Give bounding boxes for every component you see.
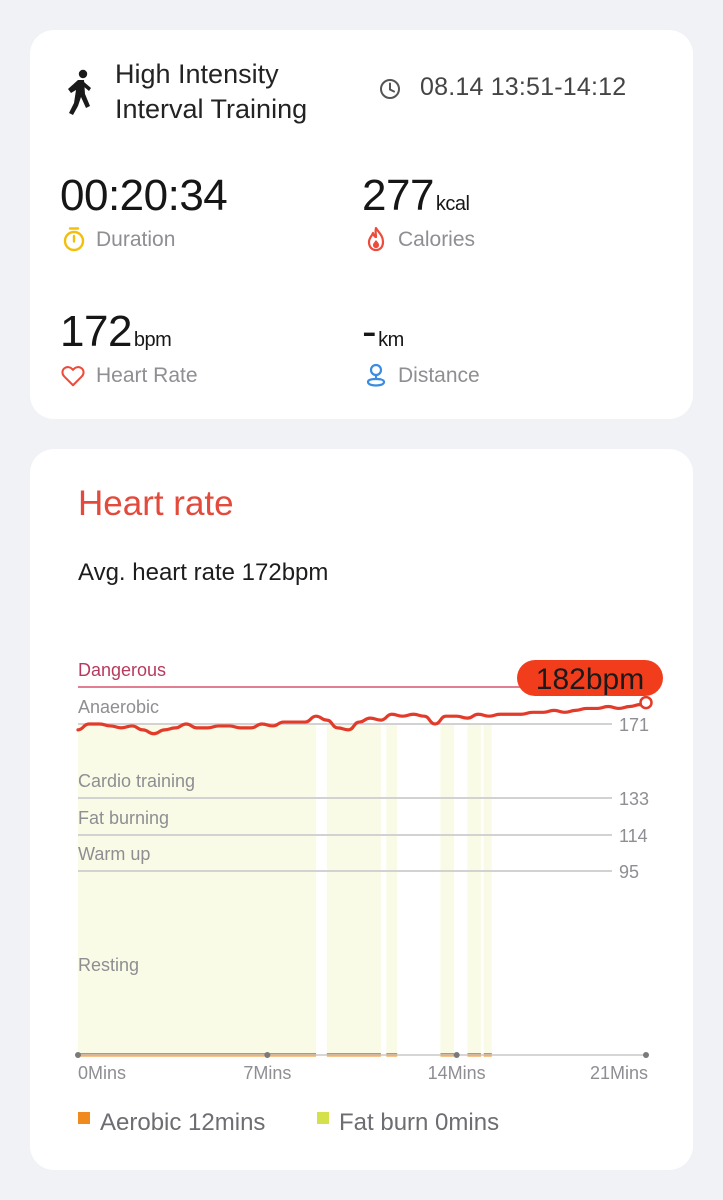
heart-icon (61, 366, 85, 387)
distance-value: - km (362, 308, 404, 364)
running-person-icon (68, 69, 91, 115)
y-tick-label: 171 (619, 715, 649, 735)
max-heart-rate-badge-label: 182bpm (536, 663, 644, 696)
zone-label-cardio-training: Cardio training (78, 771, 195, 791)
aerobic-period-band (467, 724, 482, 1055)
stopwatch-icon (63, 227, 85, 252)
calories-number: 277 (362, 171, 434, 220)
aerobic-legend-label: Aerobic 12mins (100, 1109, 266, 1136)
zone-label-dangerous: Dangerous (78, 660, 166, 680)
x-tick-label: 21Mins (590, 1063, 648, 1083)
zone-label-resting: Resting (78, 955, 139, 975)
duration-value: 00:20:34 (60, 171, 228, 220)
y-tick-label: 95 (619, 862, 639, 882)
max-heart-rate-badge (517, 660, 663, 696)
heart-rate-title: Heart rate (78, 484, 234, 523)
x-tick-dot (75, 1052, 81, 1058)
fat-burn-legend-label: Fat burn 0mins (339, 1109, 500, 1136)
workout-title-line2: Interval Training (115, 94, 308, 124)
y-tick-label: 133 (619, 789, 649, 809)
heart-rate-label: Heart Rate (96, 364, 198, 387)
clock-icon (380, 79, 400, 99)
duration-label: Duration (96, 228, 176, 251)
workout-title-line1: High Intensity (115, 59, 279, 89)
aerobic-period-band (386, 724, 398, 1055)
heart-rate-unit: bpm (133, 329, 172, 351)
zone-label-anaerobic: Anaerobic (78, 697, 159, 717)
x-tick-label: 7Mins (243, 1063, 291, 1083)
x-tick-label: 14Mins (428, 1063, 486, 1083)
x-tick-label: 0Mins (78, 1063, 126, 1083)
aerobic-period-band (78, 724, 317, 1055)
flame-icon (367, 226, 385, 252)
max-heart-rate-point (639, 695, 653, 710)
workout-summary-card: High Intensity Interval Training 08.14 1… (30, 30, 693, 419)
calories-unit: kcal (435, 193, 470, 215)
x-tick-dot (264, 1052, 271, 1058)
heart-rate-card: Heart rate Avg. heart rate 172bpm Danger… (30, 449, 693, 1170)
aerobic-period-band (440, 724, 454, 1055)
y-tick-label: 114 (619, 826, 648, 846)
workout-title: High Intensity Interval Training (115, 57, 355, 127)
distance-unit: km (378, 329, 404, 351)
x-tick-dot (453, 1052, 460, 1058)
calories-value: 277 kcal (362, 172, 470, 228)
zone-label-fat-burning: Fat burning (78, 808, 169, 828)
duration-number: 00:20:34 (60, 171, 228, 220)
x-tick-dot (643, 1052, 649, 1058)
distance-label: Distance (398, 364, 480, 387)
aerobic-legend-swatch (78, 1112, 90, 1124)
heart-rate-chart: Dangerous Anaerobic Cardio training Fat bur… (75, 660, 663, 1083)
zone-label-warm-up: Warm up (78, 844, 150, 864)
calories-label: Calories (398, 228, 476, 251)
fat-burn-legend-swatch (317, 1112, 329, 1124)
avg-heart-rate: Avg. heart rate 172bpm (78, 559, 329, 586)
workout-time-range: 08.14 13:51-14:12 (420, 73, 627, 101)
aerobic-period-band (326, 724, 381, 1055)
heart-rate-line (76, 700, 648, 736)
heart-rate-number: 172 (60, 307, 132, 356)
location-pin-icon (366, 363, 386, 387)
aerobic-period-band (483, 724, 492, 1055)
heart-rate-value: 172 bpm (60, 307, 172, 364)
distance-number: - (362, 307, 377, 356)
